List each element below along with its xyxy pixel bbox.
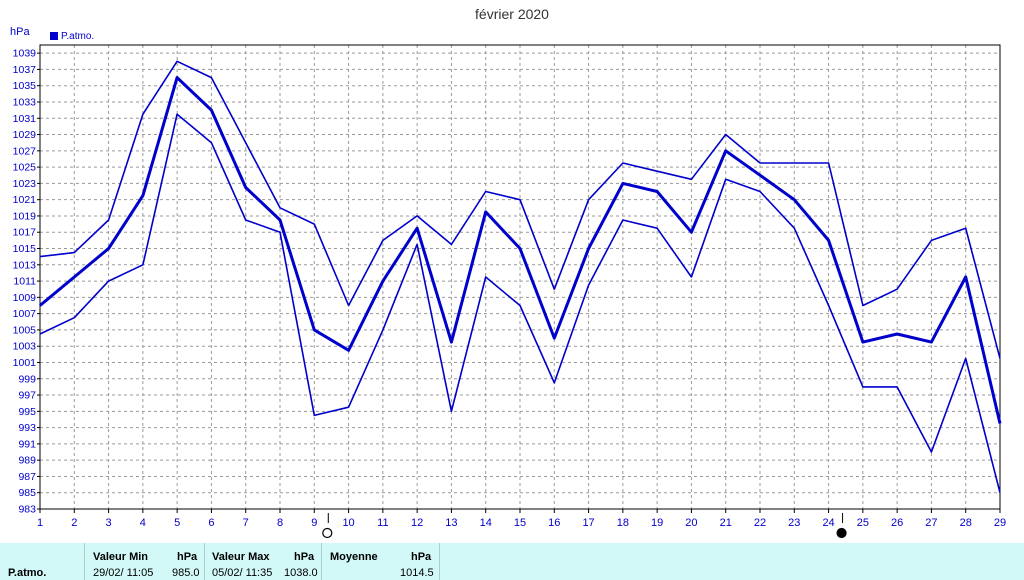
max-value: 1038.0	[284, 567, 318, 579]
y-tick-label: 1021	[13, 194, 37, 206]
y-tick-label: 1013	[13, 259, 37, 271]
x-tick-label: 29	[994, 517, 1006, 529]
x-tick-label: 23	[788, 517, 800, 529]
y-tick-label: 1035	[13, 80, 37, 92]
x-tick-label: 1	[37, 517, 43, 529]
moon-phases	[322, 513, 847, 539]
x-tick-label: 13	[445, 517, 457, 529]
mean-value: 1014.5	[400, 567, 434, 579]
y-tick-label: 987	[18, 471, 36, 483]
y-tick-label: 983	[18, 504, 36, 516]
x-tick-label: 15	[514, 517, 526, 529]
grid	[40, 45, 1000, 509]
stats-max-cell: Valeur Max hPa 05/02/ 11:35 1038.0	[205, 543, 322, 580]
max-header: Valeur Max	[212, 551, 270, 563]
stats-min-cell: Valeur Min hPa 29/02/ 11:05 985.0	[85, 543, 205, 580]
mean-header: Moyenne	[330, 551, 378, 563]
stats-mean-cell: Moyenne hPa 1014.5	[322, 543, 440, 580]
x-tick-label: 22	[754, 517, 766, 529]
x-tick-label: 21	[720, 517, 732, 529]
y-tick-label: 1027	[13, 145, 37, 157]
x-tick-label: 20	[685, 517, 697, 529]
y-tick-label: 1033	[13, 96, 37, 108]
stats-bar: P.atmo. Valeur Min hPa 29/02/ 11:05 985.…	[0, 543, 1024, 580]
y-tick-label: 1009	[13, 292, 37, 304]
y-tick-label: 985	[18, 487, 36, 499]
y-tick-label: 1007	[13, 308, 37, 320]
x-tick-label: 28	[960, 517, 972, 529]
y-tick-label: 1005	[13, 324, 37, 336]
x-tick-label: 14	[480, 517, 492, 529]
y-tick-label: 1023	[13, 178, 37, 190]
stats-row-label: P.atmo.	[8, 567, 47, 579]
x-tick-label: 26	[891, 517, 903, 529]
max-unit: hPa	[294, 551, 315, 563]
y-tick-label: 1003	[13, 341, 37, 353]
y-tick-label: 991	[18, 438, 36, 450]
x-tick-label: 12	[411, 517, 423, 529]
x-tick-label: 5	[174, 517, 180, 529]
y-tick-label: 1001	[13, 357, 37, 369]
series-lines	[39, 60, 1002, 493]
pressure-chart: 9839859879899919939959979991001100310051…	[13, 44, 1006, 539]
y-tick-label: 1029	[13, 129, 37, 141]
y-tick-label: 1031	[13, 113, 37, 125]
x-tick-label: 8	[277, 517, 283, 529]
y-axis-label: hPa	[10, 26, 30, 38]
min-header: Valeur Min	[93, 551, 149, 563]
x-tick-label: 19	[651, 517, 663, 529]
y-tick-label: 1025	[13, 162, 37, 174]
legend: P.atmo.	[50, 31, 94, 42]
y-tick-label: 1011	[13, 276, 36, 288]
x-tick-label: 16	[548, 517, 560, 529]
y-tick-label: 999	[18, 373, 36, 385]
series-line-mean	[39, 76, 1002, 424]
x-tick-label: 24	[822, 517, 834, 529]
series-line-min	[39, 113, 1001, 493]
series-line-max	[39, 60, 1001, 359]
x-tick-label: 4	[140, 517, 146, 529]
y-tick-label: 1039	[13, 48, 37, 60]
x-tick-label: 18	[617, 517, 629, 529]
y-tick-label: 995	[18, 406, 36, 418]
x-tick-label: 25	[857, 517, 869, 529]
x-tick-label: 6	[208, 517, 214, 529]
x-tick-label: 17	[582, 517, 594, 529]
x-tick-labels: 1 2 3 4 5 6 7 8 9 10 11 12 13 14 15 16 17 18 19 20 21 22 23 24 2…	[37, 517, 1006, 529]
min-value: 985.0	[172, 567, 200, 579]
stats-label-cell: P.atmo.	[0, 543, 85, 580]
new-moon-icon	[836, 527, 847, 539]
y-tick-labels: 983 985 987 989 991 993 995 997 999 1001 1003 1005 1…	[13, 48, 37, 516]
y-tick-label: 1019	[13, 210, 37, 222]
x-tick-label: 9	[311, 517, 317, 529]
min-date: 29/02/ 11:05	[93, 567, 154, 579]
x-tick-label: 10	[342, 517, 354, 529]
legend-swatch	[50, 32, 58, 40]
y-tick-label: 993	[18, 422, 36, 434]
y-tick-label: 997	[18, 390, 36, 402]
y-tick-label: 1017	[13, 227, 37, 239]
mean-unit: hPa	[411, 551, 432, 563]
y-tick-label: 989	[18, 455, 36, 467]
x-tick-label: 7	[243, 517, 249, 529]
full-moon-icon	[322, 527, 333, 539]
x-tick-label: 27	[925, 517, 937, 529]
legend-label: P.atmo.	[61, 31, 95, 42]
x-tick-label: 3	[106, 517, 112, 529]
y-tick-label: 1037	[13, 64, 37, 76]
max-date: 05/02/ 11:35	[212, 567, 273, 579]
x-tick-label: 2	[71, 517, 77, 529]
x-tick-label: 11	[377, 517, 388, 529]
min-unit: hPa	[177, 551, 198, 563]
axes	[37, 44, 1001, 513]
y-tick-label: 1015	[13, 243, 37, 255]
chart-title: février 2020	[475, 6, 549, 22]
